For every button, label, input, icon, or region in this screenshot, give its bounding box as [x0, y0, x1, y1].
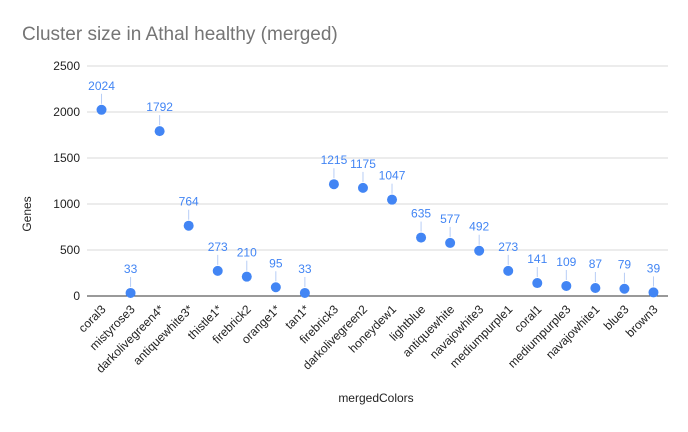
data-label-leaders — [101, 93, 654, 287]
x-axis-ticks: coral3mistyrose3darkolivegreen4*antiquew… — [76, 302, 661, 376]
data-label: 210 — [237, 246, 257, 260]
data-label: 79 — [618, 258, 632, 272]
y-axis-title: Genes — [20, 196, 34, 231]
y-tick-label: 500 — [60, 243, 80, 257]
data-label: 273 — [208, 240, 228, 254]
y-axis-ticks: 0 500 1000 1500 2000 2500 — [53, 59, 80, 303]
y-tick-label: 1500 — [53, 151, 80, 165]
data-label: 39 — [647, 261, 661, 275]
data-point — [619, 283, 630, 294]
data-label: 635 — [411, 207, 431, 221]
data-label: 141 — [527, 252, 547, 266]
data-label: 95 — [269, 256, 283, 270]
data-point — [648, 287, 659, 298]
data-point — [474, 245, 485, 256]
data-point — [96, 104, 107, 115]
x-tick-label: brown3 — [623, 302, 661, 340]
data-point — [532, 278, 543, 289]
data-point — [125, 287, 136, 298]
data-label: 273 — [498, 240, 518, 254]
data-label: 1175 — [350, 157, 376, 171]
data-label: 1047 — [379, 169, 406, 183]
y-tick-label: 1000 — [53, 197, 80, 211]
data-point — [416, 232, 427, 243]
y-tick-label: 0 — [73, 289, 80, 303]
data-label: 764 — [179, 195, 199, 209]
data-point — [328, 179, 339, 190]
data-point — [154, 126, 165, 137]
data-point — [299, 287, 310, 298]
data-label: 109 — [556, 255, 576, 269]
data-point — [357, 182, 368, 193]
data-point — [561, 280, 572, 291]
gridlines — [87, 65, 668, 297]
x-axis-title: mergedColors — [338, 391, 413, 405]
y-tick-label: 2000 — [53, 105, 80, 119]
data-label: 87 — [589, 257, 603, 271]
y-tick-label: 2500 — [53, 59, 80, 73]
data-label: 33 — [124, 262, 138, 276]
data-points — [96, 104, 659, 298]
data-point — [445, 237, 456, 248]
data-label: 33 — [298, 262, 312, 276]
data-label: 577 — [440, 212, 460, 226]
data-point — [241, 271, 252, 282]
data-point — [212, 265, 223, 276]
data-point — [387, 194, 398, 205]
data-point — [590, 282, 601, 293]
data-label: 492 — [469, 220, 489, 234]
data-point — [503, 265, 514, 276]
data-point — [183, 220, 194, 231]
chart-title: Cluster size in Athal healthy (merged) — [22, 24, 338, 45]
data-label: 1792 — [146, 100, 173, 114]
data-label: 2024 — [88, 79, 115, 93]
data-point — [270, 282, 281, 293]
data-label: 1215 — [321, 153, 348, 167]
